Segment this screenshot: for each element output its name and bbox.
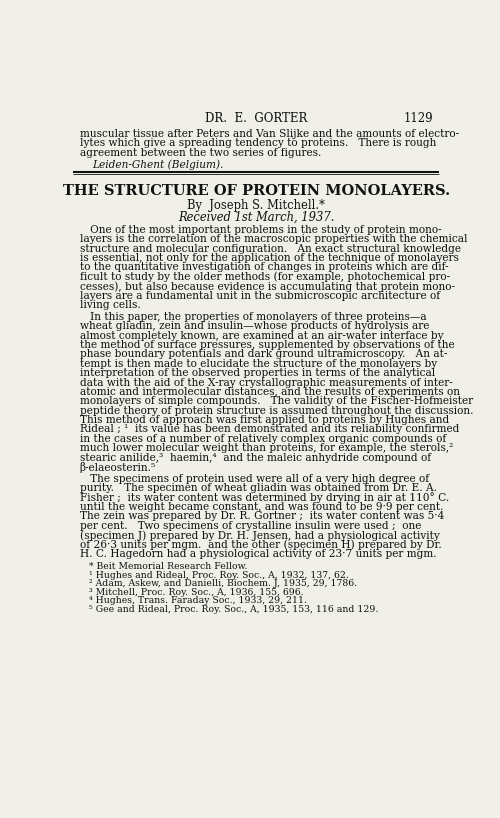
Text: almost completely known, are examined at an air-water interface by: almost completely known, are examined at…: [80, 330, 443, 340]
Text: tempt is then made to elucidate the structure of the monolayers by: tempt is then made to elucidate the stru…: [80, 359, 436, 369]
Text: in the cases of a number of relatively complex organic compounds of: in the cases of a number of relatively c…: [80, 434, 446, 444]
Text: living cells.: living cells.: [80, 300, 140, 310]
Text: interpretation of the observed properties in terms of the analytical: interpretation of the observed propertie…: [80, 368, 435, 378]
Text: * Beit Memorial Research Fellow.: * Beit Memorial Research Fellow.: [80, 562, 247, 571]
Text: agreement between the two series of figures.: agreement between the two series of figu…: [80, 148, 321, 158]
Text: cesses), but also because evidence is accumulating that protein mono-: cesses), but also because evidence is ac…: [80, 281, 454, 292]
Text: ³ Mitchell, Proc. Roy. Soc., A, 1936, 155, 696.: ³ Mitchell, Proc. Roy. Soc., A, 1936, 15…: [80, 587, 303, 596]
Text: of 26·3 units per mgm.  and the other (specimen H) prepared by Dr.: of 26·3 units per mgm. and the other (sp…: [80, 540, 442, 550]
Text: One of the most important problems in the study of protein mono-: One of the most important problems in th…: [80, 225, 441, 235]
Text: stearic anilide,³  haemin,⁴  and the maleic anhydride compound of: stearic anilide,³ haemin,⁴ and the malei…: [80, 452, 430, 463]
Text: the method of surface pressures, supplemented by observations of the: the method of surface pressures, supplem…: [80, 340, 454, 350]
Text: Received 1st March, 1937.: Received 1st March, 1937.: [178, 211, 334, 224]
Text: ¹ Hughes and Rideal, Proc. Roy. Soc., A, 1932, 137, 62.: ¹ Hughes and Rideal, Proc. Roy. Soc., A,…: [80, 571, 348, 580]
Text: ² Adam, Askew, and Danielli, Biochem. J, 1935, 29, 1786.: ² Adam, Askew, and Danielli, Biochem. J,…: [80, 579, 356, 588]
Text: phase boundary potentials and dark ground ultramicroscopy.   An at-: phase boundary potentials and dark groun…: [80, 349, 447, 359]
Text: is essential, not only for the application of the technique of monolayers: is essential, not only for the applicati…: [80, 253, 458, 263]
Text: ⁵ Gee and Rideal, Proc. Roy. Soc., A, 1935, 153, 116 and 129.: ⁵ Gee and Rideal, Proc. Roy. Soc., A, 19…: [80, 605, 378, 614]
Text: layers is the correlation of the macroscopic properties with the chemical: layers is the correlation of the macrosc…: [80, 234, 467, 245]
Text: Fisher ;  its water content was determined by drying in air at 110° C.: Fisher ; its water content was determine…: [80, 492, 449, 503]
Text: ⁴ Hughes, Trans. Faraday Soc., 1933, 29, 211.: ⁴ Hughes, Trans. Faraday Soc., 1933, 29,…: [80, 596, 306, 605]
Text: peptide theory of protein structure is assumed throughout the discussion.: peptide theory of protein structure is a…: [80, 406, 473, 416]
Text: Leiden-Ghent (Belgium).: Leiden-Ghent (Belgium).: [92, 160, 224, 170]
Text: The zein was prepared by Dr. R. Gortner ;  its water content was 5·4: The zein was prepared by Dr. R. Gortner …: [80, 511, 444, 521]
Text: Rideal ; ¹  its value has been demonstrated and its reliability confirmed: Rideal ; ¹ its value has been demonstrat…: [80, 425, 459, 434]
Text: purity.   The specimen of wheat gliadin was obtained from Dr. E. A.: purity. The specimen of wheat gliadin wa…: [80, 483, 436, 493]
Text: lytes which give a spreading tendency to proteins.   There is rough: lytes which give a spreading tendency to…: [80, 138, 436, 148]
Text: much lower molecular weight than proteins, for example, the sterols,²: much lower molecular weight than protein…: [80, 443, 453, 453]
Text: β-elaeosterin.⁵: β-elaeosterin.⁵: [80, 462, 156, 473]
Text: THE STRUCTURE OF PROTEIN MONOLAYERS.: THE STRUCTURE OF PROTEIN MONOLAYERS.: [62, 184, 450, 198]
Text: DR.  E.  GORTER: DR. E. GORTER: [205, 112, 308, 125]
Text: wheat gliadin, zein and insulin—whose products of hydrolysis are: wheat gliadin, zein and insulin—whose pr…: [80, 321, 429, 331]
Text: muscular tissue after Peters and Van Slijke and the amounts of electro-: muscular tissue after Peters and Van Sli…: [80, 129, 458, 139]
Text: The specimens of protein used were all of a very high degree of: The specimens of protein used were all o…: [80, 474, 428, 483]
Text: to the quantitative investigation of changes in proteins which are dif-: to the quantitative investigation of cha…: [80, 263, 448, 272]
Text: atomic and intermolecular distances, and the results of experiments on: atomic and intermolecular distances, and…: [80, 387, 460, 397]
Text: 1129: 1129: [404, 112, 433, 125]
Text: By  Joseph S. Mitchell.*: By Joseph S. Mitchell.*: [188, 200, 325, 213]
Text: structure and molecular configuration.   An exact structural knowledge: structure and molecular configuration. A…: [80, 244, 460, 254]
Text: In this paper, the properties of monolayers of three proteins—a: In this paper, the properties of monolay…: [80, 312, 426, 321]
Text: data with the aid of the X-ray crystallographic measurements of inter-: data with the aid of the X-ray crystallo…: [80, 378, 452, 388]
Text: ficult to study by the older methods (for example, photochemical pro-: ficult to study by the older methods (fo…: [80, 272, 450, 282]
Text: This method of approach was first applied to proteins by Hughes and: This method of approach was first applie…: [80, 415, 449, 425]
Text: layers are a fundamental unit in the submicroscopic architecture of: layers are a fundamental unit in the sub…: [80, 290, 440, 301]
Text: H. C. Hagedorn had a physiological activity of 23·7 units per mgm.: H. C. Hagedorn had a physiological activ…: [80, 549, 436, 559]
Text: (specimen J) prepared by Dr. H. Jensen, had a physiological activity: (specimen J) prepared by Dr. H. Jensen, …: [80, 530, 440, 541]
Text: until the weight became constant, and was found to be 9·9 per cent.: until the weight became constant, and wa…: [80, 502, 443, 512]
Text: per cent.   Two specimens of crystalline insulin were used ;  one: per cent. Two specimens of crystalline i…: [80, 521, 421, 531]
Text: monolayers of simple compounds.   The validity of the Fischer-Hofmeister: monolayers of simple compounds. The vali…: [80, 396, 472, 407]
